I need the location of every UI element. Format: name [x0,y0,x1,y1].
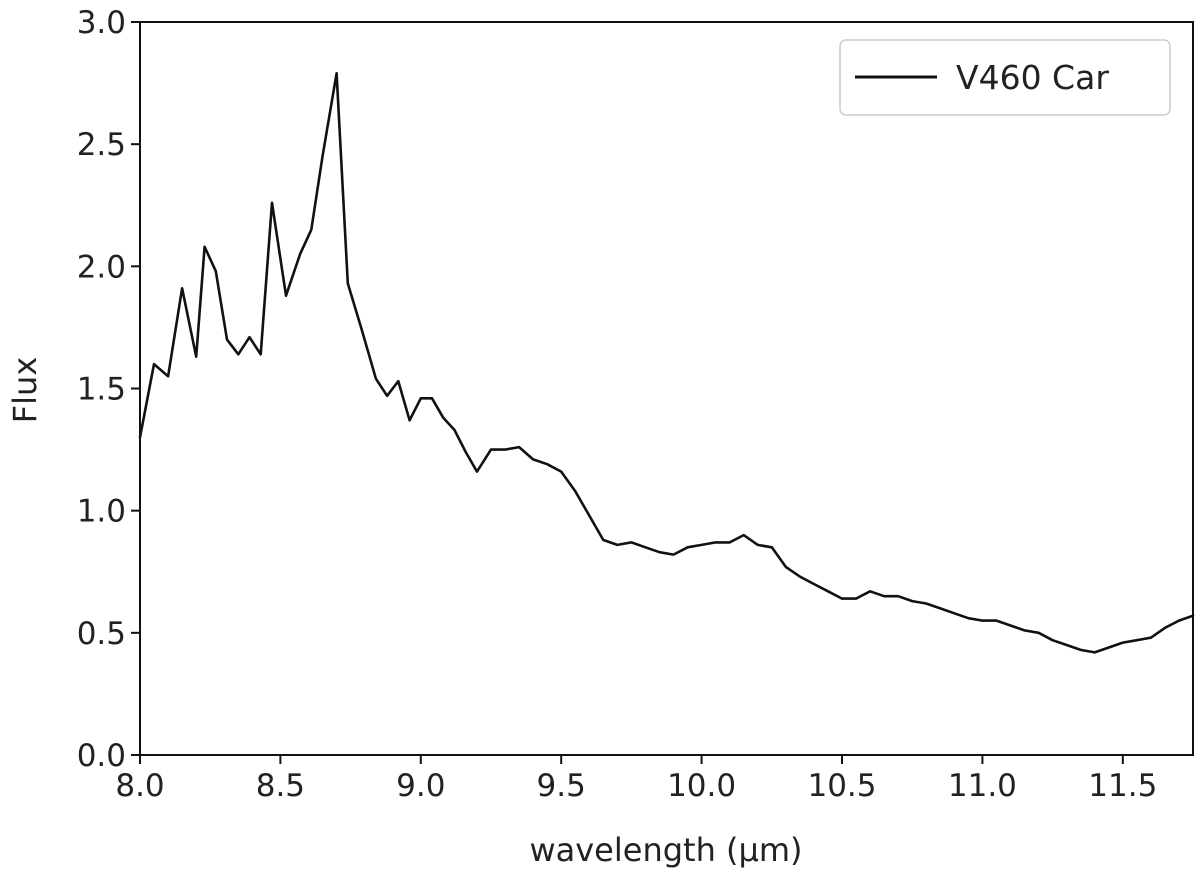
y-axis-ticks: 0.0 0.5 1.0 1.5 2.0 2.5 3.0 [77,5,140,774]
plot-frame [139,21,1194,756]
x-tick-label: 9.5 [537,768,586,804]
x-tick-label: 11.0 [948,768,1017,804]
legend-box [839,39,1171,116]
y-tick-label: 1.0 [77,494,126,530]
y-tick-label: 1.5 [77,372,126,408]
x-axis-ticks: 8.0 8.5 9.0 9.5 10.0 10.5 11.0 11.5 [115,755,1157,804]
y-tick-label: 2.0 [77,249,126,285]
y-tick-label: 0.0 [77,738,126,774]
y-tick-label: 0.5 [77,616,126,652]
x-tick-label: 10.0 [667,768,736,804]
x-tick-label: 9.0 [396,768,445,804]
x-tick-label: 11.5 [1088,768,1157,804]
legend-label: V460 Car [956,58,1109,97]
x-tick-label: 8.0 [115,768,164,804]
x-tick-label: 10.5 [807,768,876,804]
x-tick-label: 8.5 [256,768,305,804]
y-tick-label: 2.5 [77,127,126,163]
y-tick-label: 3.0 [77,5,126,41]
series-line-v460-car [138,72,1195,654]
x-axis-title: wavelength (μm) [529,831,802,869]
legend: V460 Car [839,39,1171,116]
y-axis-title: Flux [6,357,44,424]
